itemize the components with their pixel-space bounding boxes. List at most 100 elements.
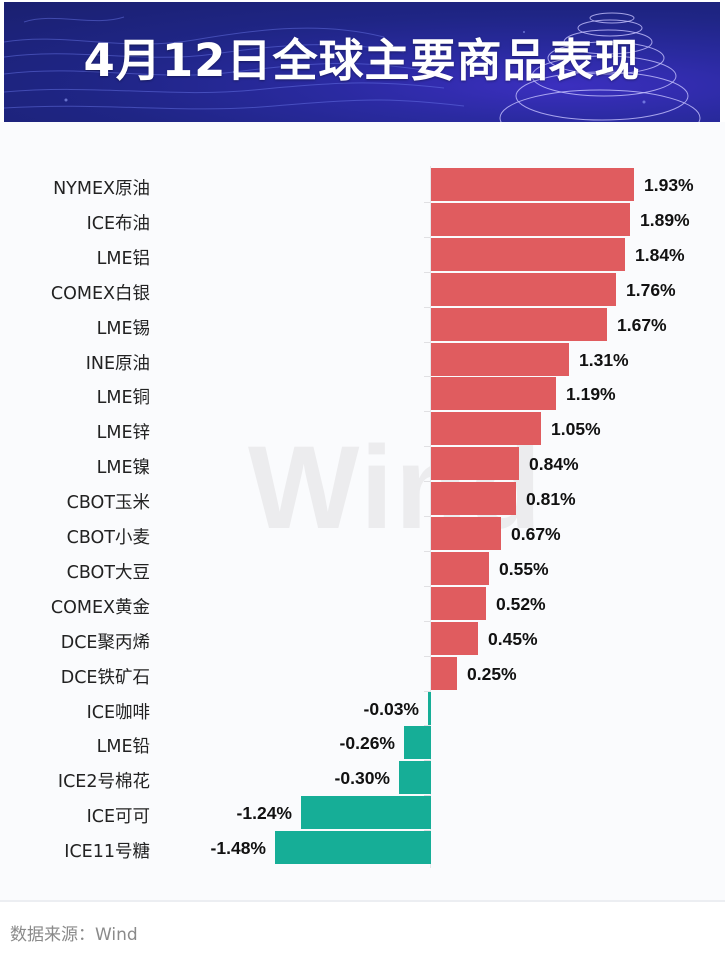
category-label: LME锡 <box>96 319 150 339</box>
category-label: INE原油 <box>85 354 150 374</box>
category-label: LME铜 <box>96 388 150 408</box>
contour-lines-decoration <box>4 12 701 122</box>
axis-tick <box>424 307 430 308</box>
axis-tick <box>424 830 430 831</box>
axis-tick <box>424 691 430 692</box>
value-label: 1.89% <box>640 210 690 230</box>
axis-tick <box>424 795 430 796</box>
category-label: COMEX白银 <box>50 284 150 304</box>
category-label: NYMEX原油 <box>53 179 150 199</box>
positive-bar <box>431 412 541 445</box>
negative-bar <box>399 761 431 794</box>
positive-bar <box>431 482 516 515</box>
value-label: -1.24% <box>236 803 292 823</box>
axis-tick <box>424 516 430 517</box>
value-label: 0.55% <box>499 559 549 579</box>
value-label: 0.25% <box>467 664 517 684</box>
positive-bar <box>431 273 616 306</box>
chart-row: ICE布油 1.89% <box>0 203 725 238</box>
category-label: LME镍 <box>96 458 150 478</box>
value-label: 0.67% <box>511 524 561 544</box>
chart-row: LME锌 1.05% <box>0 412 725 447</box>
chart-row: DCE铁矿石 0.25% <box>0 657 725 692</box>
chart-row: LME镍 0.84% <box>0 447 725 482</box>
category-label: CBOT玉米 <box>66 493 150 513</box>
category-label: DCE铁矿石 <box>60 668 150 688</box>
value-label: 0.45% <box>488 629 538 649</box>
axis-tick <box>424 237 430 238</box>
value-label: 0.52% <box>496 594 546 614</box>
chart-row: ICE可可 -1.24% <box>0 796 725 831</box>
category-label: LME锌 <box>96 423 150 443</box>
category-label: DCE聚丙烯 <box>60 633 150 653</box>
category-label: CBOT小麦 <box>66 528 150 548</box>
value-label: 0.81% <box>526 489 576 509</box>
zero-axis-line <box>430 166 431 868</box>
axis-tick <box>424 725 430 726</box>
positive-bar <box>431 238 625 271</box>
axis-tick <box>424 202 430 203</box>
positive-bar <box>431 517 501 550</box>
axis-tick <box>424 481 430 482</box>
chart-row: CBOT大豆 0.55% <box>0 552 725 587</box>
category-label: ICE布油 <box>86 214 150 234</box>
chart-row: NYMEX原油 1.93% <box>0 168 725 203</box>
positive-bar <box>431 377 556 410</box>
page-title: 4月12日全球主要商品表现 <box>83 34 641 87</box>
axis-tick <box>424 586 430 587</box>
chart-row: ICE咖啡 -0.03% <box>0 692 725 727</box>
category-label: LME铝 <box>96 249 150 269</box>
positive-bar <box>431 622 478 655</box>
axis-tick <box>424 760 430 761</box>
chart-row: CBOT小麦 0.67% <box>0 517 725 552</box>
axis-tick <box>424 342 430 343</box>
data-source-note: 数据来源：Wind <box>10 925 138 945</box>
chart-row: LME铅 -0.26% <box>0 726 725 761</box>
chart-row: COMEX白银 1.76% <box>0 273 725 308</box>
positive-bar <box>431 587 486 620</box>
value-label: 1.76% <box>626 280 676 300</box>
category-label: CBOT大豆 <box>66 563 150 583</box>
category-label: ICE11号糖 <box>64 842 150 862</box>
negative-bar <box>275 831 431 864</box>
value-label: -1.48% <box>210 838 266 858</box>
axis-tick <box>424 656 430 657</box>
negative-bar <box>301 796 431 829</box>
chart-row: LME铜 1.19% <box>0 377 725 412</box>
value-label: 0.84% <box>529 454 579 474</box>
chart-row: ICE2号棉花 -0.30% <box>0 761 725 796</box>
positive-bar <box>431 203 630 236</box>
chart-row: COMEX黄金 0.52% <box>0 587 725 622</box>
chart-row: LME铝 1.84% <box>0 238 725 273</box>
negative-bar <box>428 692 431 725</box>
value-label: 1.67% <box>617 315 667 335</box>
value-label: 1.93% <box>644 175 694 195</box>
positive-bar <box>431 447 519 480</box>
axis-tick <box>424 272 430 273</box>
axis-tick <box>424 376 430 377</box>
category-label: ICE咖啡 <box>86 703 150 723</box>
category-label: ICE可可 <box>86 807 150 827</box>
value-label: -0.26% <box>339 733 395 753</box>
axis-tick <box>424 621 430 622</box>
chart-row: ICE11号糖 -1.48% <box>0 831 725 866</box>
axis-tick <box>424 551 430 552</box>
header-banner: 4月12日全球主要商品表现 <box>4 2 720 122</box>
positive-bar <box>431 552 489 585</box>
chart-row: LME锡 1.67% <box>0 308 725 343</box>
positive-bar <box>431 343 569 376</box>
value-label: 1.19% <box>566 384 616 404</box>
category-label: COMEX黄金 <box>50 598 150 618</box>
chart-row: DCE聚丙烯 0.45% <box>0 622 725 657</box>
value-label: -0.03% <box>363 699 419 719</box>
axis-tick <box>424 446 430 447</box>
axis-tick <box>424 411 430 412</box>
category-label: ICE2号棉花 <box>57 772 150 792</box>
chart-row: INE原油 1.31% <box>0 343 725 378</box>
value-label: 1.05% <box>551 419 601 439</box>
value-label: -0.30% <box>334 768 390 788</box>
negative-bar <box>404 726 431 759</box>
category-label: LME铅 <box>96 737 150 757</box>
positive-bar <box>431 657 457 690</box>
positive-bar <box>431 168 634 201</box>
